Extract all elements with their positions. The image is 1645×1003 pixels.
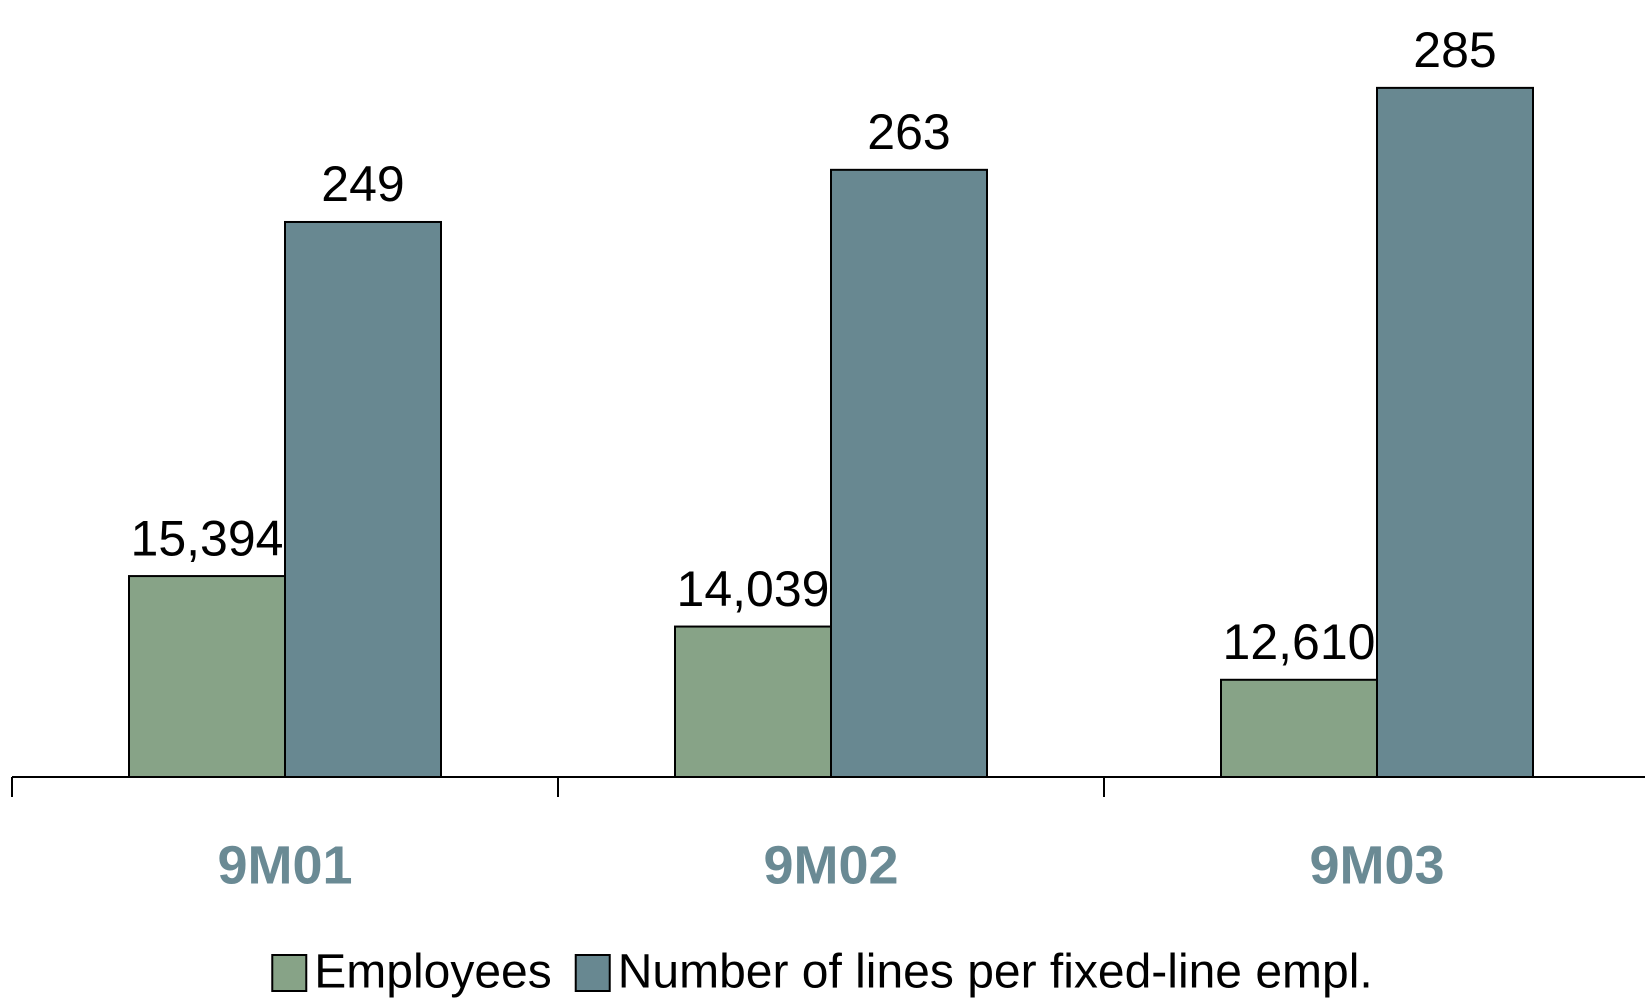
legend-swatch — [271, 954, 308, 992]
x-tick-label: 9M02 — [763, 835, 898, 895]
legend-label: Employees — [314, 946, 551, 999]
data-label: 285 — [1413, 22, 1496, 78]
legend-label: Number of lines per fixed-line empl. — [618, 946, 1373, 999]
data-label: 263 — [867, 104, 950, 160]
bar — [1220, 678, 1378, 779]
x-tick-label: 9M03 — [1309, 835, 1444, 895]
data-label: 14,039 — [677, 561, 830, 617]
data-label: 12,610 — [1223, 614, 1376, 670]
data-label: 249 — [321, 156, 404, 212]
bar — [1376, 86, 1534, 778]
bar — [674, 625, 832, 778]
bar — [128, 575, 286, 778]
x-tick-label: 9M01 — [217, 835, 352, 895]
bar — [830, 168, 988, 778]
bar — [284, 220, 442, 779]
legend-swatch — [574, 954, 611, 992]
data-label: 15,394 — [131, 510, 284, 566]
